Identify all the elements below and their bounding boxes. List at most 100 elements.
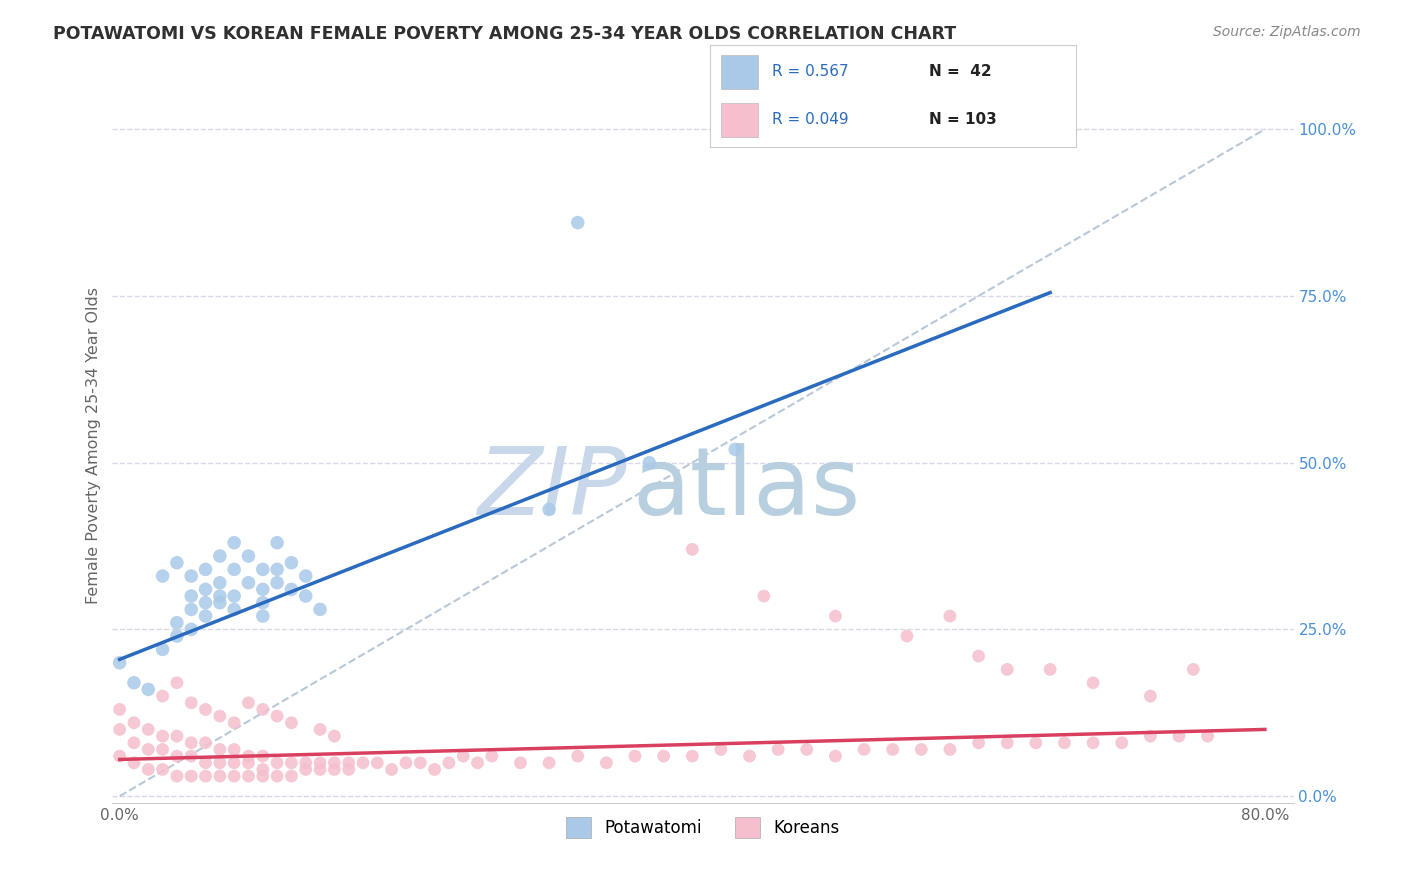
Point [1182,662,1205,676]
Point [995,662,1018,676]
Text: POTAWATOMI VS KOREAN FEMALE POVERTY AMONG 25-34 YEAR OLDS CORRELATION CHART: POTAWATOMI VS KOREAN FEMALE POVERTY AMON… [53,25,956,43]
Point [1139,689,1161,703]
Point [939,609,962,624]
Point [194,769,217,783]
Point [166,729,188,743]
Point [180,749,202,764]
Point [152,689,174,703]
Point [152,642,174,657]
Point [224,602,246,616]
Point [1111,736,1133,750]
Point [1168,729,1191,743]
Point [224,756,246,770]
Point [238,575,260,590]
Point [136,763,159,777]
Point [208,742,231,756]
Point [194,596,217,610]
Point [136,723,159,737]
Point [366,756,388,770]
Y-axis label: Female Poverty Among 25-34 Year Olds: Female Poverty Among 25-34 Year Olds [86,287,101,605]
Point [451,749,474,764]
Point [266,535,288,549]
Point [108,723,131,737]
Point [624,749,647,764]
Point [180,569,202,583]
Text: Source: ZipAtlas.com: Source: ZipAtlas.com [1213,25,1361,39]
Point [266,562,288,576]
Point [224,742,246,756]
Point [423,763,446,777]
Point [638,456,661,470]
Point [681,542,703,557]
Point [939,742,962,756]
Text: N = 103: N = 103 [929,112,997,128]
Text: ZIP: ZIP [477,443,626,534]
Point [1197,729,1219,743]
Point [180,769,202,783]
Point [409,756,432,770]
Point [180,589,202,603]
Point [995,736,1018,750]
Point [309,602,332,616]
Point [710,742,733,756]
Point [294,756,316,770]
Point [208,596,231,610]
Point [437,756,460,770]
Point [323,763,346,777]
Point [309,763,332,777]
Point [166,556,188,570]
Point [252,562,274,576]
Point [824,609,846,624]
Point [108,749,131,764]
Point [766,742,789,756]
Point [194,702,217,716]
Point [266,709,288,723]
Point [194,756,217,770]
Point [136,742,159,756]
Point [280,715,302,730]
Point [280,769,302,783]
Point [1081,675,1104,690]
Point [152,742,174,756]
Point [238,696,260,710]
Point [395,756,418,770]
Point [224,535,246,549]
Point [1039,662,1062,676]
Point [1025,736,1047,750]
Point [595,756,617,770]
Text: N =  42: N = 42 [929,63,993,78]
Point [896,629,918,643]
Point [280,582,302,597]
Point [136,682,159,697]
Point [681,749,703,764]
Point [252,749,274,764]
Point [152,729,174,743]
Point [208,756,231,770]
Point [337,763,360,777]
Point [266,575,288,590]
Point [467,756,489,770]
Point [967,736,990,750]
Point [122,756,145,770]
Point [238,756,260,770]
Point [194,609,217,624]
Point [1081,736,1104,750]
Point [266,769,288,783]
Point [1139,729,1161,743]
Point [122,675,145,690]
Point [252,609,274,624]
Point [252,769,274,783]
Point [122,736,145,750]
Bar [721,55,758,88]
Point [352,756,374,770]
Point [224,715,246,730]
Point [266,756,288,770]
Point [108,656,131,670]
Point [323,756,346,770]
Point [180,696,202,710]
Point [252,582,274,597]
Point [294,763,316,777]
Point [166,749,188,764]
Point [309,756,332,770]
Point [882,742,904,756]
